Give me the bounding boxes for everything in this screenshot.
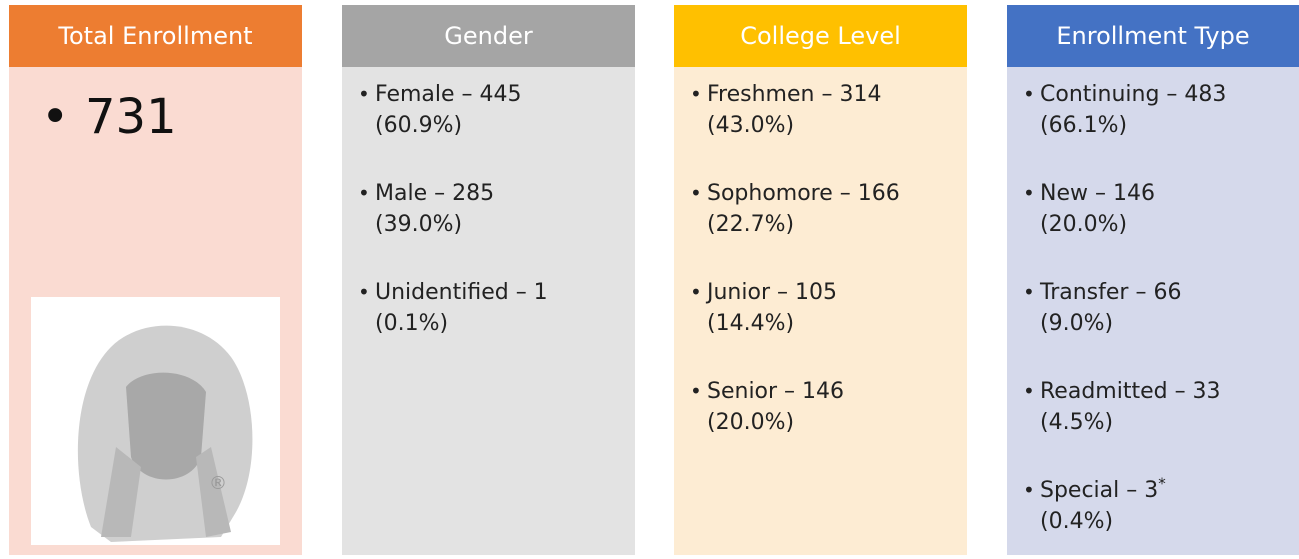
item-text: Transfer – 66 [1040,280,1182,305]
item-percent: (39.0%) [375,212,463,237]
total-panel: Total Enrollment 731 ® [9,5,302,555]
panel-header: Total Enrollment [9,5,302,67]
braids [101,447,231,537]
item-percent: (14.4%) [707,311,795,336]
panel-body: Female – 445 (60.9%) Male – 285 (39.0%) Unid… [342,67,635,555]
logo-mark: ® [209,473,227,494]
item-text: Sophomore – 166 [707,181,900,206]
list-item: New – 146 (20.0%) [1023,178,1299,240]
panel-body: 731 ® [9,67,302,555]
item-percent: (20.0%) [707,410,795,435]
panel-header: Gender [342,5,635,67]
item-percent: (0.1%) [375,311,449,336]
item-text: Freshmen – 314 [707,82,882,107]
item-text: Female – 445 [375,82,522,107]
list-item: Freshmen – 314 (43.0%) [690,79,967,141]
logo-art: ® [77,325,253,542]
college-level-panel: College Level Freshmen – 314 (43.0%) Sophom… [674,5,967,555]
item-percent: (66.1%) [1040,113,1128,138]
list-item: Unidentified – 1 (0.1%) [358,277,635,339]
list-item: Junior – 105 (14.4%) [690,277,967,339]
list-item: Transfer – 66 (9.0%) [1023,277,1299,339]
list-item: Readmitted – 33 (4.5%) [1023,376,1299,438]
item-text: Junior – 105 [707,280,837,305]
item-percent: (20.0%) [1040,212,1128,237]
item-text: Unidentified – 1 [375,280,548,305]
list-item: Special – 3* (0.4%) [1023,475,1299,537]
gender-panel: Gender Female – 445 (60.9%) Male – 285 (39.0… [342,5,635,555]
list-item: Female – 445 (60.9%) [358,79,635,141]
enrollment-type-panel: Enrollment Type Continuing – 483 (66.1%) Ne… [1007,5,1299,555]
item-percent: (4.5%) [1040,410,1114,435]
item-percent: (60.9%) [375,113,463,138]
list-item: Sophomore – 166 (22.7%) [690,178,967,240]
panel-header: Enrollment Type [1007,5,1299,67]
item-text: Special – 3 [1040,478,1159,503]
list-item: Senior – 146 (20.0%) [690,376,967,438]
panel-header: College Level [674,5,967,67]
panel-body: Continuing – 483 (66.1%) New – 146 (20.0%) T… [1007,67,1299,555]
item-percent: (0.4%) [1040,509,1114,534]
logo: ® [31,297,280,545]
total-value: 731 [41,89,177,145]
panel-body: Freshmen – 314 (43.0%) Sophomore – 166 (22.… [674,67,967,555]
item-list: Freshmen – 314 (43.0%) Sophomore – 166 (22.… [674,67,967,438]
item-list: Female – 445 (60.9%) Male – 285 (39.0%) Unid… [342,67,635,339]
item-text: Senior – 146 [707,379,845,404]
item-text: Continuing – 483 [1040,82,1227,107]
item-percent: (43.0%) [707,113,795,138]
footnote-mark: * [1158,474,1166,493]
item-text: Male – 285 [375,181,495,206]
item-text: New – 146 [1040,181,1155,206]
item-text: Readmitted – 33 [1040,379,1221,404]
item-percent: (22.7%) [707,212,795,237]
list-item: Male – 285 (39.0%) [358,178,635,240]
item-percent: (9.0%) [1040,311,1114,336]
item-list: Continuing – 483 (66.1%) New – 146 (20.0%) T… [1007,67,1299,537]
face [126,372,206,480]
list-item: Continuing – 483 (66.1%) [1023,79,1299,141]
